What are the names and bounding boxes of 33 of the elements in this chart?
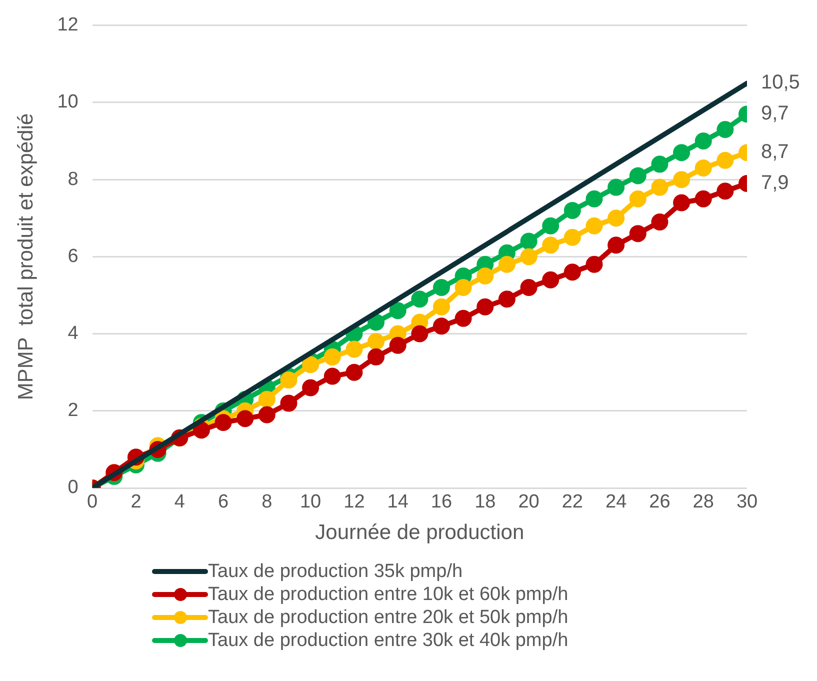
x-tick-label: 12 bbox=[344, 492, 365, 513]
x-tick-label: 4 bbox=[174, 492, 186, 513]
x-tick-label: 2 bbox=[130, 492, 142, 513]
x-tick-label: 30 bbox=[736, 492, 758, 513]
legend-label: Taux de production entre 30k et 40k pmp/h bbox=[208, 629, 568, 652]
x-tick-label: 20 bbox=[518, 492, 540, 513]
y-axis-title: MPMP total produit et expédié bbox=[14, 113, 38, 400]
x-tick-label: 6 bbox=[218, 492, 229, 513]
data-label: 10,5 bbox=[761, 72, 800, 94]
x-tick-label: 26 bbox=[649, 492, 670, 513]
data-label: 8,7 bbox=[761, 141, 789, 164]
x-tick-label: 22 bbox=[562, 492, 583, 513]
x-tick-label: 24 bbox=[605, 492, 628, 513]
y-tick-label: 10 bbox=[57, 92, 78, 113]
x-tick-label: 0 bbox=[87, 492, 98, 513]
data-label: 9,7 bbox=[761, 102, 789, 125]
legend-label: Taux de production entre 20k et 50k pmp/h bbox=[208, 606, 568, 629]
x-tick-label: 8 bbox=[262, 492, 272, 513]
legend-label: Taux de production entre 10k et 60k pmp/h bbox=[208, 583, 568, 606]
y-tick-label: 0 bbox=[68, 477, 78, 498]
y-tick-label: 6 bbox=[68, 246, 78, 267]
y-tick-label: 8 bbox=[68, 168, 78, 190]
x-tick-label: 16 bbox=[430, 492, 452, 513]
data-label: 7,9 bbox=[761, 172, 789, 194]
x-tick-label: 28 bbox=[692, 492, 714, 513]
x-axis-title: Journée de production bbox=[315, 521, 524, 544]
y-tick-label: 4 bbox=[68, 323, 79, 344]
x-tick-label: 14 bbox=[387, 492, 409, 513]
y-tick-label: 12 bbox=[57, 14, 78, 36]
legend-label: Taux de production 35k pmp/h bbox=[208, 560, 463, 583]
x-tick-label: 18 bbox=[474, 492, 496, 513]
x-tick-label: 10 bbox=[300, 492, 322, 513]
y-tick-label: 2 bbox=[68, 400, 78, 422]
